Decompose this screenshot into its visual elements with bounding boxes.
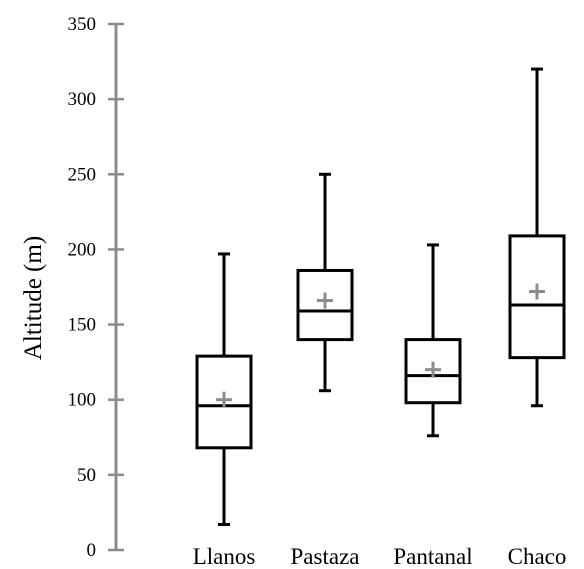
y-tick-label: 150	[68, 315, 97, 336]
y-tick-label: 350	[68, 14, 97, 35]
category-label-pastaza: Pastaza	[291, 544, 360, 569]
y-tick-label: 250	[68, 164, 97, 185]
y-tick-label: 100	[68, 390, 97, 411]
box-pantanal	[404, 243, 462, 438]
y-tick-label: 50	[77, 465, 96, 486]
box-llanos	[195, 252, 253, 526]
category-label-pantanal: Pantanal	[393, 544, 472, 569]
category-label-llanos: Llanos	[193, 544, 256, 569]
box-pastaza	[296, 172, 354, 393]
category-label-chaco: Chaco	[508, 544, 567, 569]
y-tick-label: 300	[68, 89, 97, 110]
y-tick-label: 0	[87, 540, 97, 561]
y-axis-title: Altitude (m)	[20, 236, 47, 360]
y-axis: 0 50 100 150 200 250 300 350	[68, 14, 124, 561]
y-tick-label: 200	[68, 239, 97, 260]
box-layer	[195, 67, 566, 526]
box-chaco	[508, 67, 566, 408]
category-labels: Llanos Pastaza Pantanal Chaco	[193, 544, 567, 569]
